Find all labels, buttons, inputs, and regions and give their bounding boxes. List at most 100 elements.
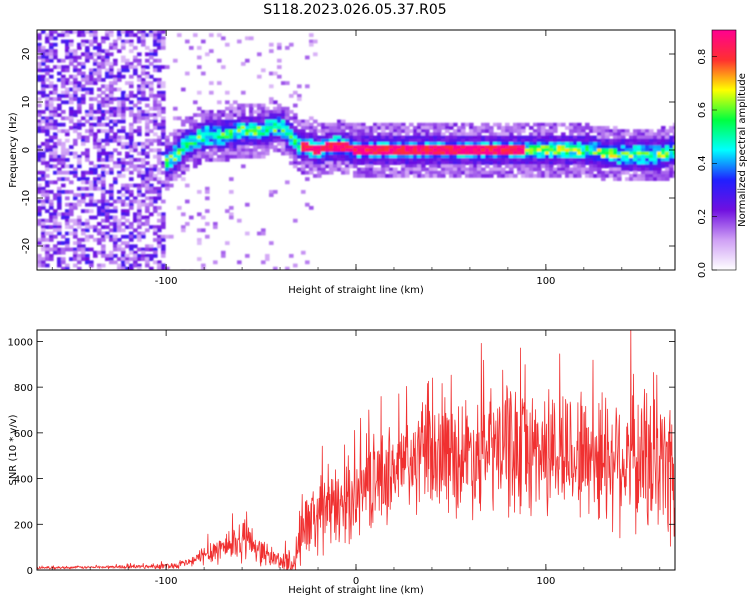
- heatmap-cell: [537, 122, 542, 127]
- heatmap-cell: [529, 135, 534, 140]
- heatmap-cell: [113, 110, 118, 114]
- heatmap-cell: [137, 106, 142, 111]
- heatmap-cell: [617, 154, 622, 159]
- heatmap-cell: [477, 145, 482, 149]
- heatmap-cell: [173, 58, 178, 63]
- heatmap-cell: [181, 161, 186, 165]
- heatmap-cell: [357, 132, 362, 137]
- heatmap-cell: [393, 126, 398, 130]
- heatmap-cell: [281, 148, 286, 153]
- heatmap-cell: [61, 190, 66, 194]
- heatmap-cell: [61, 142, 66, 146]
- heatmap-cell: [477, 164, 482, 169]
- heatmap-cell: [85, 55, 90, 60]
- heatmap-cell: [57, 193, 62, 197]
- heatmap-cell: [341, 148, 346, 153]
- heatmap-cell: [269, 126, 274, 130]
- heatmap-cell: [665, 154, 670, 159]
- heatmap-cell: [613, 154, 618, 159]
- heatmap-cell: [245, 142, 250, 146]
- heatmap-cell: [153, 30, 158, 34]
- heatmap-cell: [305, 161, 310, 165]
- heatmap-cell: [573, 122, 578, 127]
- heatmap-cell: [601, 170, 606, 175]
- heatmap-cell: [145, 103, 150, 108]
- heatmap-cell: [69, 116, 74, 121]
- heatmap-cell: [481, 158, 486, 162]
- heatmap-cell: [597, 164, 602, 169]
- heatmap-cell: [313, 132, 318, 137]
- heatmap-cell: [73, 58, 78, 63]
- heatmap-cell: [109, 81, 114, 85]
- heatmap-cell: [137, 164, 142, 169]
- heatmap-cell: [225, 100, 230, 105]
- heatmap-cell: [37, 42, 42, 47]
- heatmap-cell: [429, 151, 434, 156]
- heatmap-cell: [309, 170, 314, 175]
- heatmap-cell: [49, 81, 54, 85]
- heatmap-cell: [597, 170, 602, 175]
- heatmap-cell: [669, 151, 674, 156]
- heatmap-cell: [497, 122, 502, 127]
- heatmap-cell: [49, 238, 54, 242]
- heatmap-cell: [141, 231, 146, 236]
- heatmap-cell: [389, 170, 394, 175]
- heatmap-cell: [617, 161, 622, 165]
- heatmap-cell: [121, 202, 126, 207]
- heatmap-cell: [229, 132, 234, 137]
- heatmap-cell: [509, 138, 514, 143]
- heatmap-cell: [113, 78, 118, 82]
- heatmap-cell: [293, 148, 298, 153]
- heatmap-cell: [277, 129, 282, 133]
- heatmap-cell: [353, 158, 358, 162]
- heatmap-cell: [105, 68, 110, 73]
- heatmap-cell: [37, 238, 42, 242]
- heatmap-cell: [121, 209, 126, 213]
- heatmap-cell: [121, 212, 126, 217]
- heatmap-cell: [153, 190, 158, 194]
- heatmap-cell: [161, 254, 166, 258]
- heatmap-cell: [381, 122, 386, 127]
- heatmap-cell: [393, 122, 398, 127]
- heatmap-cell: [209, 122, 214, 127]
- heatmap-cell: [521, 167, 526, 172]
- heatmap-cell: [217, 100, 222, 105]
- heatmap-cell: [645, 132, 650, 137]
- heatmap-cell: [221, 113, 226, 117]
- heatmap-cell: [101, 158, 106, 162]
- heatmap-cell: [185, 199, 190, 204]
- heatmap-cell: [257, 145, 262, 149]
- heatmap-cell: [133, 234, 138, 239]
- heatmap-cell: [197, 46, 202, 50]
- heatmap-cell: [153, 167, 158, 172]
- heatmap-cell: [217, 135, 222, 140]
- heatmap-cell: [489, 135, 494, 140]
- heatmap-cell: [565, 158, 570, 162]
- heatmap-cell: [229, 129, 234, 133]
- heatmap-cell: [129, 106, 134, 111]
- heatmap-cell: [529, 132, 534, 137]
- heatmap-cell: [361, 129, 366, 133]
- heatmap-cell: [41, 263, 46, 268]
- heatmap-cell: [357, 161, 362, 165]
- heatmap-cell: [157, 42, 162, 47]
- heatmap-cell: [213, 122, 218, 127]
- heatmap-cell: [89, 33, 94, 37]
- heatmap-cell: [77, 193, 82, 197]
- heatmap-cell: [61, 177, 66, 181]
- heatmap-cell: [321, 129, 326, 133]
- heatmap-cell: [81, 247, 86, 252]
- heatmap-cell: [45, 161, 50, 165]
- heatmap-cell: [673, 142, 675, 146]
- heatmap-cell: [81, 65, 86, 69]
- heatmap-cell: [45, 94, 50, 98]
- heatmap-cell: [93, 36, 98, 41]
- heatmap-cell: [121, 266, 126, 270]
- heatmap-cell: [53, 97, 58, 101]
- heatmap-cell: [221, 154, 226, 159]
- heatmap-cell: [153, 97, 158, 101]
- heatmap-cell: [497, 154, 502, 159]
- heatmap-cell: [609, 161, 614, 165]
- heatmap-cell: [609, 148, 614, 153]
- heatmap-cell: [65, 263, 70, 268]
